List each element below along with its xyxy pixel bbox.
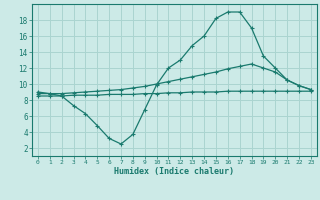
- X-axis label: Humidex (Indice chaleur): Humidex (Indice chaleur): [115, 167, 234, 176]
